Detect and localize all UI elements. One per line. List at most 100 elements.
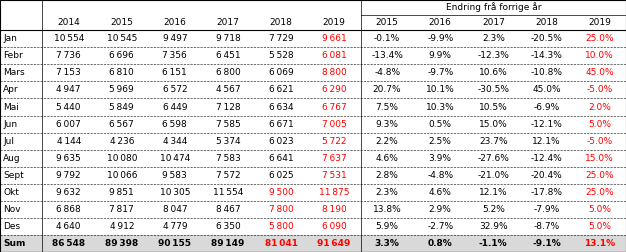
Text: 45.0%: 45.0% xyxy=(532,85,561,94)
Text: -9.9%: -9.9% xyxy=(427,34,453,43)
Text: -0.1%: -0.1% xyxy=(374,34,400,43)
Text: 9 661: 9 661 xyxy=(322,34,346,43)
Text: 5.0%: 5.0% xyxy=(588,205,611,214)
Text: 2018: 2018 xyxy=(270,18,292,27)
Text: 4 236: 4 236 xyxy=(110,137,134,146)
Text: 7 736: 7 736 xyxy=(56,51,81,60)
Text: Endring frå forrige år: Endring frå forrige år xyxy=(446,3,541,13)
Text: 5 528: 5 528 xyxy=(269,51,294,60)
Text: 5 849: 5 849 xyxy=(110,103,134,111)
Text: 6 621: 6 621 xyxy=(269,85,294,94)
Text: Apr: Apr xyxy=(3,85,19,94)
Text: -14.3%: -14.3% xyxy=(530,51,562,60)
Text: 81 041: 81 041 xyxy=(265,239,297,248)
Text: 15.0%: 15.0% xyxy=(585,154,614,163)
Text: 86 548: 86 548 xyxy=(52,239,85,248)
Text: -12.4%: -12.4% xyxy=(530,154,562,163)
Text: 7 356: 7 356 xyxy=(163,51,187,60)
Text: -12.3%: -12.3% xyxy=(478,51,509,60)
Text: 90 155: 90 155 xyxy=(158,239,192,248)
Text: 0.8%: 0.8% xyxy=(428,239,453,248)
Text: 4.6%: 4.6% xyxy=(429,188,452,197)
Text: 6 641: 6 641 xyxy=(269,154,294,163)
Text: 5.9%: 5.9% xyxy=(376,222,399,231)
Text: 8 467: 8 467 xyxy=(215,205,240,214)
Text: -4.8%: -4.8% xyxy=(427,171,453,180)
Text: -1.1%: -1.1% xyxy=(479,239,508,248)
Text: 7 572: 7 572 xyxy=(215,171,240,180)
Text: 0.5%: 0.5% xyxy=(429,119,452,129)
Text: 6 449: 6 449 xyxy=(163,103,187,111)
Text: 2015: 2015 xyxy=(376,18,399,27)
Text: 8 047: 8 047 xyxy=(163,205,187,214)
Text: 3.3%: 3.3% xyxy=(375,239,399,248)
Text: 6 350: 6 350 xyxy=(215,222,240,231)
Text: -17.8%: -17.8% xyxy=(530,188,562,197)
Text: 7 817: 7 817 xyxy=(110,205,134,214)
Text: 32.9%: 32.9% xyxy=(479,222,508,231)
Text: -9.1%: -9.1% xyxy=(532,239,561,248)
Text: 8 190: 8 190 xyxy=(322,205,346,214)
Text: Jul: Jul xyxy=(3,137,14,146)
Text: 6 868: 6 868 xyxy=(56,205,81,214)
Text: 6 810: 6 810 xyxy=(110,68,134,77)
Text: 7 531: 7 531 xyxy=(322,171,346,180)
Text: 4 567: 4 567 xyxy=(215,85,240,94)
Text: 7 583: 7 583 xyxy=(215,154,240,163)
Text: 11 875: 11 875 xyxy=(319,188,349,197)
Text: -20.4%: -20.4% xyxy=(530,171,562,180)
Text: 91 649: 91 649 xyxy=(317,239,351,248)
Text: 2019: 2019 xyxy=(588,18,611,27)
Text: 2.5%: 2.5% xyxy=(429,137,452,146)
Text: 9 635: 9 635 xyxy=(56,154,81,163)
Text: Nov: Nov xyxy=(3,205,21,214)
Text: 10 554: 10 554 xyxy=(53,34,84,43)
Text: 9 632: 9 632 xyxy=(56,188,81,197)
Text: 23.7%: 23.7% xyxy=(479,137,508,146)
Text: 7 800: 7 800 xyxy=(269,205,294,214)
Text: -13.4%: -13.4% xyxy=(371,51,403,60)
Text: Des: Des xyxy=(3,222,20,231)
Bar xyxy=(0,235,626,252)
Text: -10.8%: -10.8% xyxy=(530,68,562,77)
Text: 2.3%: 2.3% xyxy=(482,34,505,43)
Text: 10.1%: 10.1% xyxy=(426,85,454,94)
Text: 15.0%: 15.0% xyxy=(479,119,508,129)
Text: 6 090: 6 090 xyxy=(322,222,346,231)
Text: 4 912: 4 912 xyxy=(110,222,134,231)
Text: 2017: 2017 xyxy=(217,18,239,27)
Text: 5 722: 5 722 xyxy=(322,137,346,146)
Text: 5 374: 5 374 xyxy=(215,137,240,146)
Text: 4 779: 4 779 xyxy=(163,222,187,231)
Text: 7 128: 7 128 xyxy=(215,103,240,111)
Text: 7.5%: 7.5% xyxy=(376,103,399,111)
Text: Febr: Febr xyxy=(3,51,23,60)
Text: 6 069: 6 069 xyxy=(269,68,294,77)
Text: Sum: Sum xyxy=(3,239,26,248)
Text: 4.6%: 4.6% xyxy=(376,154,399,163)
Text: 2.0%: 2.0% xyxy=(588,103,611,111)
Text: 10 305: 10 305 xyxy=(160,188,190,197)
Text: 9.9%: 9.9% xyxy=(429,51,452,60)
Text: 45.0%: 45.0% xyxy=(585,68,613,77)
Text: 7 729: 7 729 xyxy=(269,34,294,43)
Text: Jun: Jun xyxy=(3,119,18,129)
Text: 10 080: 10 080 xyxy=(106,154,137,163)
Text: 6 567: 6 567 xyxy=(110,119,134,129)
Text: 25.0%: 25.0% xyxy=(585,34,613,43)
Text: 6 767: 6 767 xyxy=(322,103,346,111)
Text: Jan: Jan xyxy=(3,34,17,43)
Text: 5 440: 5 440 xyxy=(56,103,81,111)
Text: 4 947: 4 947 xyxy=(56,85,81,94)
Text: 2.2%: 2.2% xyxy=(376,137,399,146)
Text: 5.0%: 5.0% xyxy=(588,119,611,129)
Text: -12.1%: -12.1% xyxy=(530,119,562,129)
Text: -27.6%: -27.6% xyxy=(478,154,509,163)
Text: 9 500: 9 500 xyxy=(269,188,294,197)
Text: 5.0%: 5.0% xyxy=(588,222,611,231)
Text: 6 151: 6 151 xyxy=(163,68,187,77)
Text: 4 144: 4 144 xyxy=(56,137,81,146)
Text: 9 497: 9 497 xyxy=(163,34,187,43)
Text: Aug: Aug xyxy=(3,154,21,163)
Text: Mai: Mai xyxy=(3,103,19,111)
